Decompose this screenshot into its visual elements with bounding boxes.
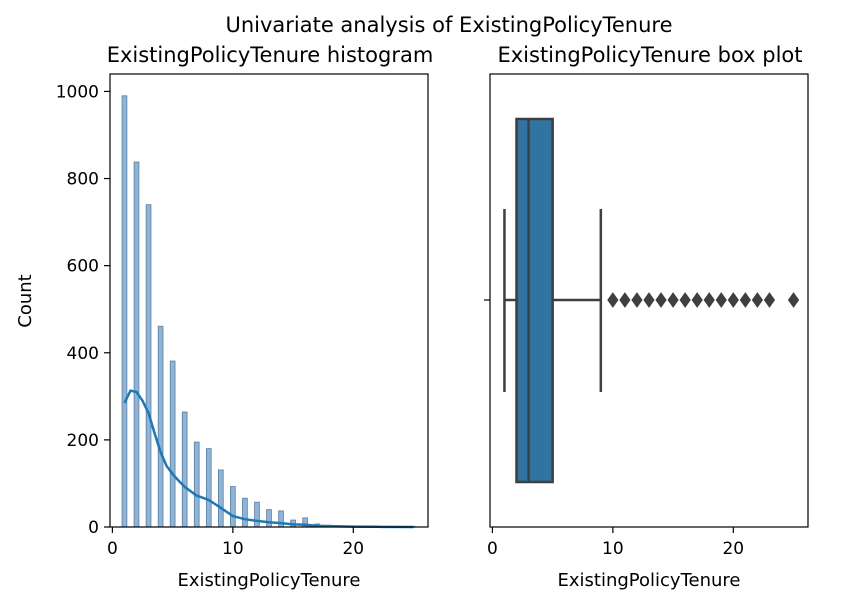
histogram-x-tick-label-1: 10 bbox=[222, 539, 244, 559]
histogram-bar-1 bbox=[133, 161, 140, 528]
histogram-bar-12 bbox=[266, 509, 272, 528]
boxplot-outlier-12 bbox=[751, 292, 764, 308]
boxplot-outlier-5 bbox=[667, 292, 679, 308]
histogram-x-label: ExistingPolicyTenure bbox=[178, 570, 361, 591]
boxplot-x-label: ExistingPolicyTenure bbox=[558, 570, 741, 591]
boxplot-outlier-9 bbox=[715, 292, 727, 308]
boxplot-outlier-6 bbox=[679, 292, 691, 308]
histogram-bar-3 bbox=[157, 325, 164, 528]
histogram-y-tick-label-0: 0 bbox=[88, 518, 99, 538]
boxplot-outlier-1 bbox=[619, 292, 631, 308]
histogram-kde-line bbox=[123, 389, 414, 529]
histogram-bar-4 bbox=[169, 360, 176, 528]
boxplot-outlier-14 bbox=[787, 292, 800, 308]
boxplot-x-tick-label-0: 0 bbox=[487, 539, 498, 559]
histogram-bars bbox=[121, 95, 417, 528]
histogram-bar-6 bbox=[193, 441, 200, 528]
histogram-y-tick-label-4: 800 bbox=[67, 170, 99, 190]
histogram-y-tick-label-1: 200 bbox=[67, 431, 99, 451]
boxplot-outlier-3 bbox=[643, 292, 655, 308]
histogram-x-tick-label-2: 20 bbox=[342, 539, 364, 559]
boxplot-outlier-10 bbox=[727, 292, 739, 308]
boxplot-x-ticks: 0 10 20 bbox=[487, 527, 744, 559]
histogram-bar-7 bbox=[205, 448, 212, 528]
histogram-x-tick-label-0: 0 bbox=[107, 539, 118, 559]
boxplot-outlier-7 bbox=[691, 292, 703, 308]
histogram-x-ticks: 0 10 20 bbox=[107, 527, 364, 559]
histogram-bar-0 bbox=[121, 95, 128, 528]
boxplot-x-tick-label-2: 20 bbox=[722, 539, 744, 559]
boxplot-title: ExistingPolicyTenure box plot bbox=[497, 43, 802, 67]
boxplot-outlier-4 bbox=[655, 292, 667, 308]
histogram-bar-8 bbox=[218, 469, 224, 528]
boxplot-panel: ExistingPolicyTenure box plot 0 10 20 Exis… bbox=[484, 43, 809, 591]
histogram-bar-2 bbox=[145, 204, 152, 528]
histogram-bar-10 bbox=[242, 497, 248, 528]
histogram-bar-5 bbox=[181, 411, 188, 528]
histogram-y-ticks: 0 200 400 600 800 1000 bbox=[56, 82, 110, 538]
histogram-bar-13 bbox=[278, 510, 284, 528]
histogram-y-tick-label-3: 600 bbox=[67, 257, 99, 277]
histogram-panel: ExistingPolicyTenure histogram 0 10 20 0 20… bbox=[15, 43, 433, 591]
boxplot-outlier-11 bbox=[739, 292, 751, 308]
histogram-bar-11 bbox=[254, 501, 260, 528]
histogram-title: ExistingPolicyTenure histogram bbox=[107, 43, 434, 67]
boxplot-elements bbox=[503, 117, 800, 484]
boxplot-outlier-8 bbox=[703, 292, 715, 308]
boxplot-outlier-0 bbox=[607, 292, 619, 308]
figure-suptitle: Univariate analysis of ExistingPolicyTen… bbox=[225, 13, 672, 37]
boxplot-box bbox=[515, 117, 554, 484]
histogram-y-tick-label-2: 400 bbox=[67, 344, 99, 364]
boxplot-outlier-13 bbox=[763, 292, 776, 308]
boxplot-outlier-2 bbox=[631, 292, 643, 308]
boxplot-x-tick-label-1: 10 bbox=[602, 539, 624, 559]
histogram-frame bbox=[109, 73, 429, 528]
histogram-bar-9 bbox=[230, 486, 236, 528]
histogram-y-tick-label-5: 1000 bbox=[56, 82, 99, 102]
histogram-y-label: Count bbox=[15, 274, 36, 327]
